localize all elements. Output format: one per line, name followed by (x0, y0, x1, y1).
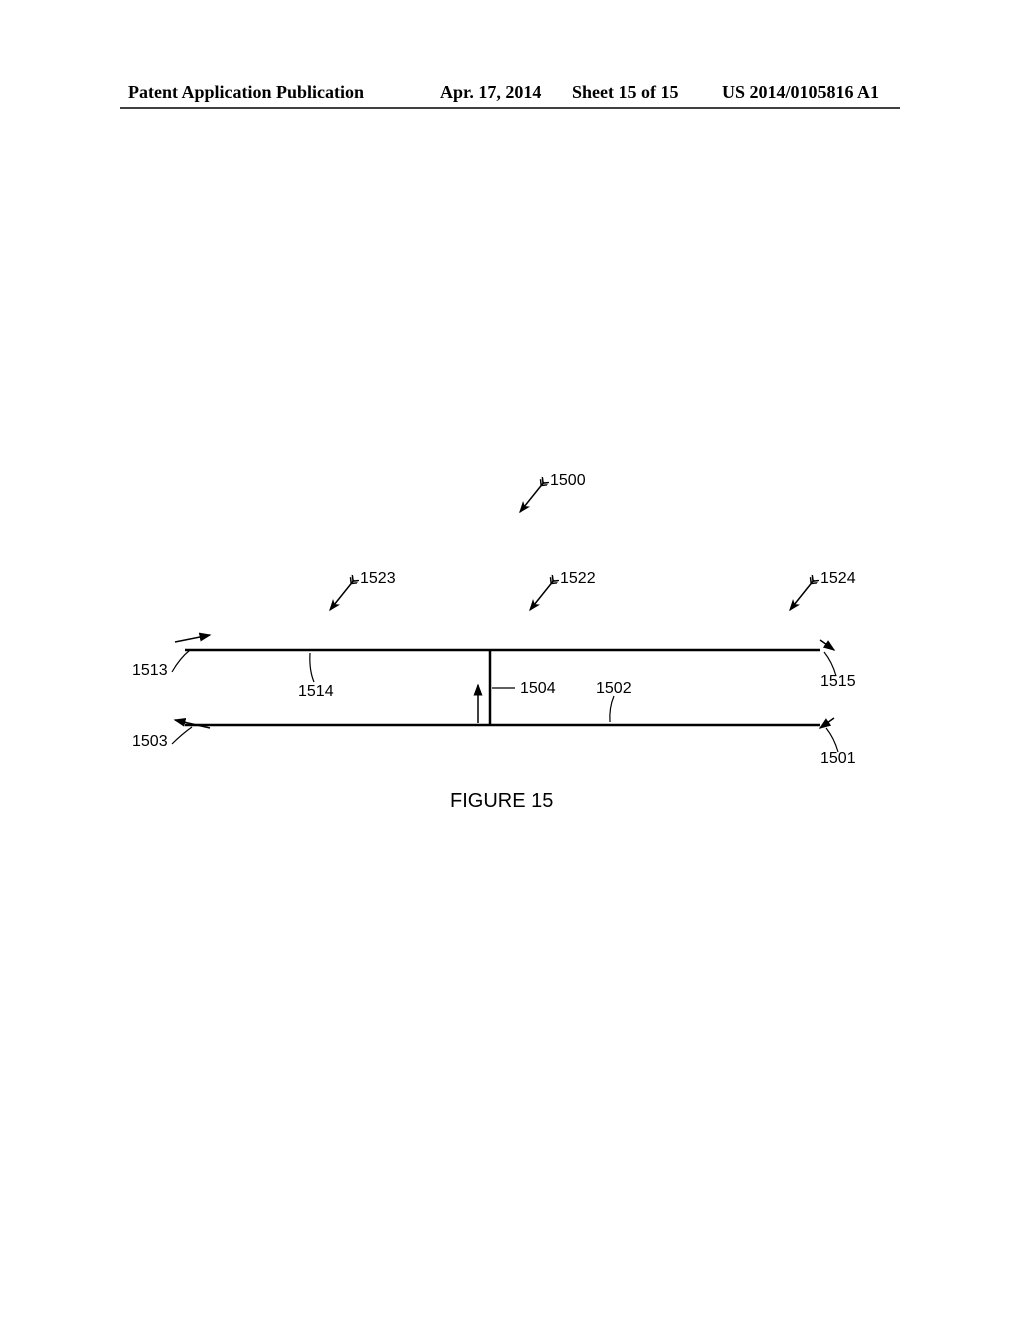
label-1522: 1522 (560, 570, 596, 588)
label-1514: 1514 (298, 683, 334, 701)
page: Patent Application Publication Apr. 17, … (0, 0, 1024, 1320)
figure-svg (120, 470, 880, 810)
label-1501: 1501 (820, 750, 856, 768)
header-pubnum: US 2014/0105816 A1 (722, 82, 879, 103)
label-1515: 1515 (820, 673, 856, 691)
lead-1501 (826, 728, 838, 752)
lead-1514 (310, 653, 314, 682)
leader-1524 (790, 580, 814, 610)
flow-arrow-1513 (175, 635, 210, 642)
label-1524: 1524 (820, 570, 856, 588)
lead-1503 (172, 727, 192, 744)
leader-1523 (330, 580, 354, 610)
header-publication: Patent Application Publication (128, 82, 364, 103)
label-1500: 1500 (550, 472, 586, 490)
lead-1513 (172, 650, 190, 672)
leader-1500 (520, 482, 544, 512)
figure-15: 1500 1523 1522 1524 1513 1503 1514 1504 … (120, 470, 880, 810)
label-1502: 1502 (596, 680, 632, 698)
flow-arrow-1501-in (820, 718, 834, 728)
label-1513: 1513 (132, 662, 168, 680)
header-sheet: Sheet 15 of 15 (572, 82, 679, 103)
label-1504: 1504 (520, 680, 556, 698)
leader-1522 (530, 580, 554, 610)
header-date: Apr. 17, 2014 (440, 82, 541, 103)
label-1523: 1523 (360, 570, 396, 588)
figure-caption: FIGURE 15 (450, 790, 553, 813)
label-1503: 1503 (132, 733, 168, 751)
flow-arrow-1515-out (820, 640, 834, 650)
lead-1502 (610, 696, 614, 722)
